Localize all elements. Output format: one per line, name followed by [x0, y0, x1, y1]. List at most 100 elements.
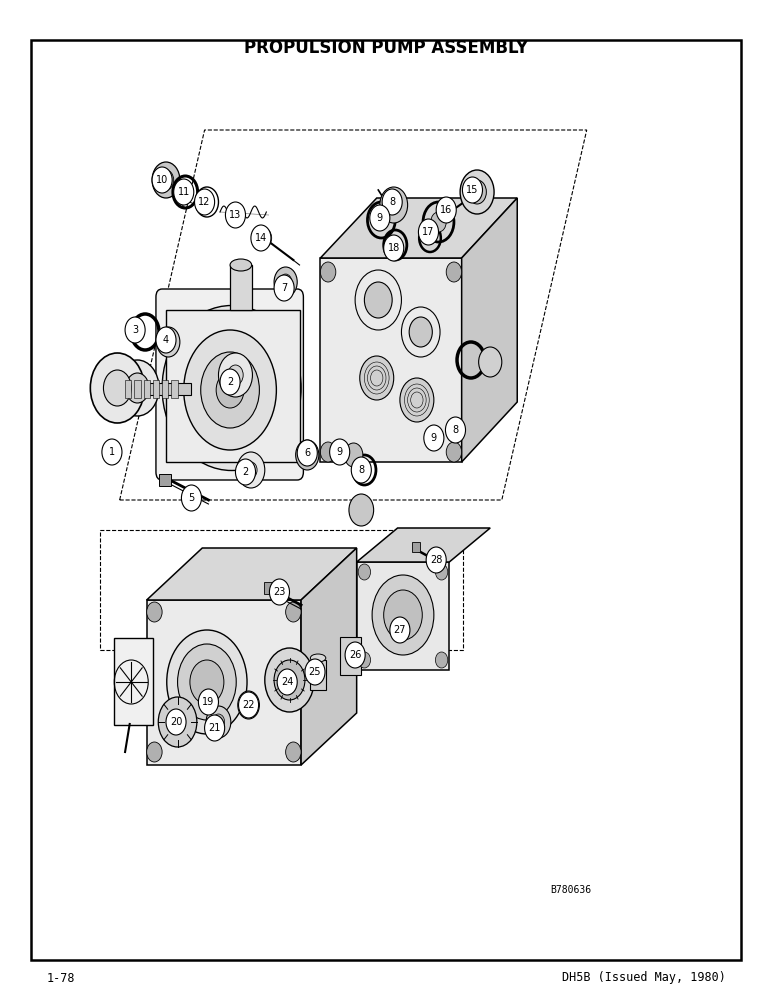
Text: 15: 15 [466, 185, 479, 195]
Circle shape [190, 660, 224, 704]
Circle shape [358, 564, 371, 580]
Circle shape [479, 347, 502, 377]
Circle shape [184, 330, 276, 450]
Text: 14: 14 [255, 233, 267, 243]
Circle shape [239, 692, 259, 718]
Circle shape [400, 378, 434, 422]
Text: 10: 10 [156, 175, 168, 185]
Circle shape [238, 691, 259, 719]
Circle shape [205, 715, 225, 741]
Polygon shape [462, 198, 517, 462]
Bar [412, 542, 420, 552]
Text: 28: 28 [430, 555, 442, 565]
Text: 9: 9 [377, 213, 383, 223]
Text: B780636: B780636 [550, 885, 592, 895]
Polygon shape [147, 548, 357, 600]
Circle shape [424, 425, 444, 451]
Circle shape [245, 462, 257, 478]
Polygon shape [320, 198, 517, 258]
Text: 8: 8 [358, 465, 364, 475]
Circle shape [158, 170, 174, 190]
Bar [162, 380, 168, 398]
Polygon shape [301, 548, 357, 765]
Ellipse shape [310, 654, 326, 662]
Text: 4: 4 [163, 335, 169, 345]
Circle shape [195, 189, 215, 215]
Circle shape [166, 709, 186, 735]
Text: 1-78: 1-78 [46, 972, 75, 984]
Bar [134, 380, 141, 398]
Polygon shape [357, 528, 490, 562]
Bar [125, 380, 131, 398]
Circle shape [330, 439, 350, 465]
Circle shape [237, 452, 265, 488]
Circle shape [156, 327, 176, 353]
Bar [310, 660, 326, 690]
Text: 11: 11 [178, 187, 190, 197]
Circle shape [181, 485, 201, 511]
Circle shape [297, 440, 317, 466]
Text: 8: 8 [389, 197, 395, 207]
Text: 17: 17 [422, 227, 435, 237]
Text: DH5B (Issued May, 1980): DH5B (Issued May, 1980) [562, 972, 726, 984]
Text: 13: 13 [229, 210, 242, 220]
Text: 2: 2 [227, 377, 233, 387]
Circle shape [225, 202, 245, 228]
Text: 6: 6 [304, 448, 310, 458]
Circle shape [103, 370, 131, 406]
Circle shape [358, 652, 371, 668]
Circle shape [126, 373, 149, 403]
Text: 1: 1 [109, 447, 115, 457]
Circle shape [201, 352, 259, 428]
Bar [171, 380, 178, 398]
Text: 2: 2 [242, 467, 249, 477]
Text: 24: 24 [281, 677, 293, 687]
Circle shape [102, 439, 122, 465]
Bar [159, 474, 171, 486]
Polygon shape [357, 562, 449, 670]
Circle shape [349, 494, 374, 526]
Bar [264, 582, 272, 594]
Circle shape [274, 660, 305, 700]
Circle shape [445, 417, 466, 443]
Circle shape [228, 365, 243, 385]
Circle shape [468, 180, 486, 204]
Circle shape [446, 262, 462, 282]
Circle shape [163, 335, 174, 349]
Ellipse shape [162, 306, 301, 471]
Circle shape [435, 652, 448, 668]
Circle shape [462, 177, 482, 203]
Circle shape [216, 372, 244, 408]
Text: 25: 25 [309, 667, 321, 677]
Circle shape [390, 617, 410, 643]
Circle shape [382, 189, 402, 215]
Text: 26: 26 [349, 650, 361, 660]
Circle shape [431, 212, 446, 232]
Circle shape [436, 197, 456, 223]
Circle shape [364, 282, 392, 318]
Text: 18: 18 [388, 243, 400, 253]
Polygon shape [166, 310, 300, 462]
Circle shape [409, 317, 432, 347]
Circle shape [90, 353, 144, 423]
Polygon shape [114, 638, 153, 725]
Polygon shape [320, 258, 462, 462]
Text: 7: 7 [281, 283, 287, 293]
Text: 9: 9 [337, 447, 343, 457]
Text: 12: 12 [198, 197, 211, 207]
Text: 5: 5 [188, 493, 195, 503]
Circle shape [235, 459, 256, 485]
Text: 20: 20 [170, 717, 182, 727]
Circle shape [320, 442, 336, 462]
Circle shape [296, 440, 319, 470]
Circle shape [372, 575, 434, 655]
Polygon shape [147, 600, 301, 765]
Circle shape [426, 547, 446, 573]
Circle shape [158, 697, 197, 747]
Circle shape [380, 187, 408, 223]
Circle shape [460, 170, 494, 214]
Circle shape [418, 219, 438, 245]
Circle shape [206, 706, 231, 738]
Circle shape [279, 274, 292, 290]
Circle shape [360, 356, 394, 400]
